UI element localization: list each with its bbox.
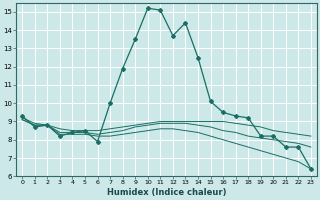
X-axis label: Humidex (Indice chaleur): Humidex (Indice chaleur) xyxy=(107,188,226,197)
